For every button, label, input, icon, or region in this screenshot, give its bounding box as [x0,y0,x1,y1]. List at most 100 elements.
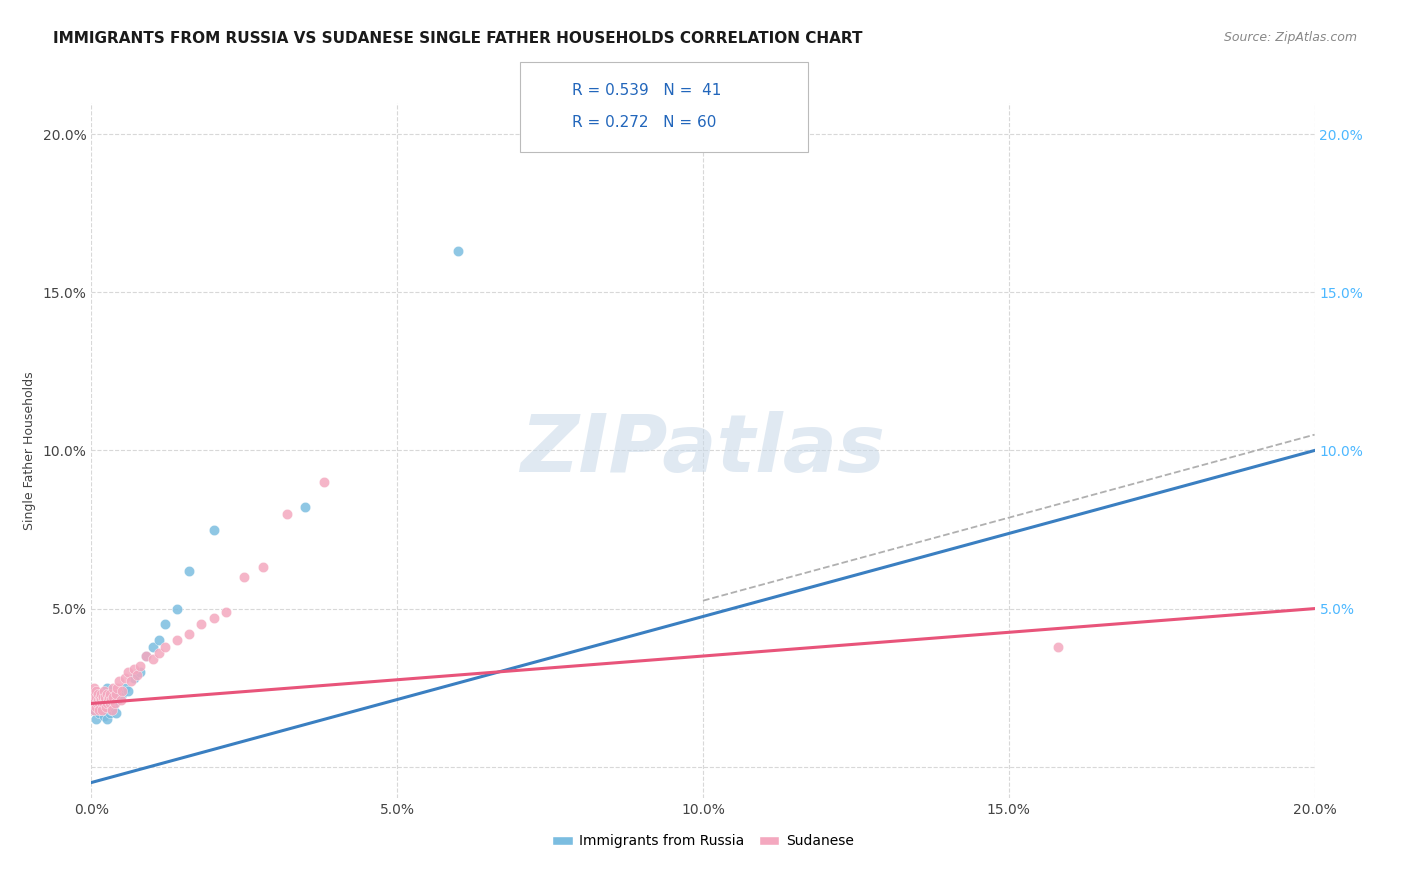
Point [97,690,120,705]
Point [202,611,225,625]
Point [215,605,238,619]
Point [101,681,124,695]
Point [179,564,201,578]
Point [111,683,134,698]
Point [127,668,149,682]
Point [87,697,110,711]
Point [93,690,115,705]
Point [100,697,122,711]
Point [114,671,136,685]
Point [94,703,117,717]
Text: ZIPatlas: ZIPatlas [520,411,886,490]
Point [89,690,111,705]
Point [111,687,134,701]
Point [89,706,111,720]
Point [86,703,108,717]
Point [86,697,108,711]
Point [84,683,107,698]
Point [94,699,117,714]
Point [84,693,107,707]
Point [84,690,107,705]
Point [82,697,104,711]
Point [166,633,188,648]
Point [117,683,139,698]
Point [98,697,121,711]
Point [91,690,114,705]
Point [108,687,131,701]
Point [83,703,105,717]
Point [105,693,128,707]
Point [202,523,225,537]
Point [103,690,125,705]
Point [117,665,139,679]
Point [101,699,124,714]
Point [122,671,145,685]
Point [135,648,157,663]
Point [96,681,118,695]
Point [104,706,127,720]
Point [93,683,115,698]
Point [129,658,152,673]
Point [252,560,274,574]
Point [179,627,201,641]
Point [104,697,127,711]
Point [141,640,163,654]
Point [148,646,170,660]
Point [83,681,105,695]
Point [312,475,335,489]
Legend: Immigrants from Russia, Sudanese: Immigrants from Russia, Sudanese [546,829,860,854]
Point [141,652,163,666]
Point [276,507,298,521]
Point [100,703,122,717]
Point [86,690,108,705]
Point [447,244,470,259]
Point [82,687,104,701]
Point [1046,640,1069,654]
Point [91,693,114,707]
Point [104,687,127,701]
Point [90,693,112,707]
Point [94,690,117,705]
Point [93,709,115,723]
Point [122,662,145,676]
Point [83,703,105,717]
Point [86,693,108,707]
Point [108,674,131,689]
Point [104,690,127,705]
Point [87,697,110,711]
Point [120,674,142,689]
Y-axis label: Single Father Households: Single Father Households [22,371,35,530]
Point [86,687,108,701]
Point [166,601,188,615]
Point [89,703,111,717]
Point [100,693,122,707]
Point [135,648,157,663]
Text: R = 0.539   N =  41: R = 0.539 N = 41 [572,83,721,97]
Point [98,687,121,701]
Point [105,681,128,695]
Point [97,693,120,707]
Point [90,703,112,717]
Point [90,687,112,701]
Point [84,712,107,726]
Point [97,697,120,711]
Point [110,693,132,707]
Point [93,697,115,711]
Point [98,690,121,705]
Point [84,693,107,707]
Point [233,570,256,584]
Point [90,687,112,701]
Point [82,697,104,711]
Point [190,617,212,632]
Point [148,633,170,648]
Point [129,665,152,679]
Point [100,703,122,717]
Point [96,697,118,711]
Point [84,699,107,714]
Point [96,712,118,726]
Point [294,500,316,515]
Text: Source: ZipAtlas.com: Source: ZipAtlas.com [1223,31,1357,45]
Text: R = 0.272   N = 60: R = 0.272 N = 60 [572,115,717,129]
Point [94,693,117,707]
Point [94,697,117,711]
